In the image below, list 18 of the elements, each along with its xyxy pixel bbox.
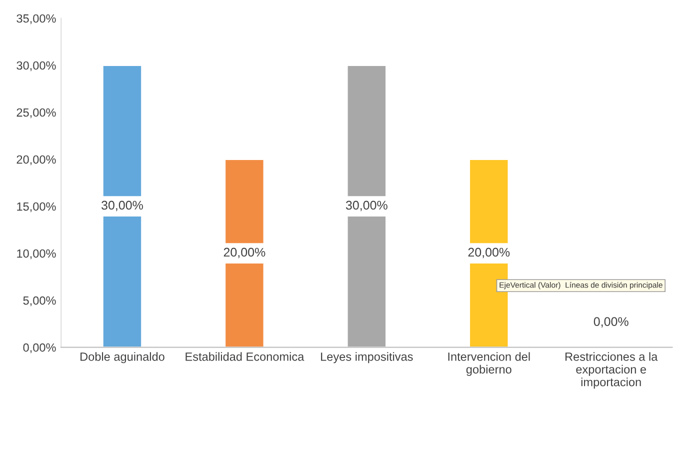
y-tick-label: 10,00% bbox=[17, 249, 56, 260]
data-label: 20,00% bbox=[224, 248, 266, 258]
x-tick-label: Restricciones a la exportacion e importacion bbox=[565, 352, 658, 389]
x-tick-label: Estabilidad Economica bbox=[186, 352, 304, 361]
y-tick-label: 5,00% bbox=[23, 296, 56, 306]
x-tick-label: Leyes impositivas bbox=[321, 352, 413, 364]
x-tick-label: Doble aguinaldo bbox=[80, 352, 164, 364]
x-tick-label: Intervencion del gobierno bbox=[448, 352, 530, 376]
data-label: 30,00% bbox=[346, 200, 388, 212]
data-label: 20,00% bbox=[468, 248, 510, 258]
y-tick-label: 30,00% bbox=[16, 61, 56, 72]
y-tick-label: 20,00% bbox=[16, 155, 56, 166]
data-label: 30,00% bbox=[102, 200, 143, 212]
y-tick-label: 35,00% bbox=[16, 14, 56, 24]
y-tick-label: 0,00% bbox=[23, 343, 56, 354]
data-label: 0,00% bbox=[594, 317, 628, 328]
y-tick-label: 25,00% bbox=[16, 108, 56, 118]
y-tick-label: 15,00% bbox=[17, 202, 56, 212]
